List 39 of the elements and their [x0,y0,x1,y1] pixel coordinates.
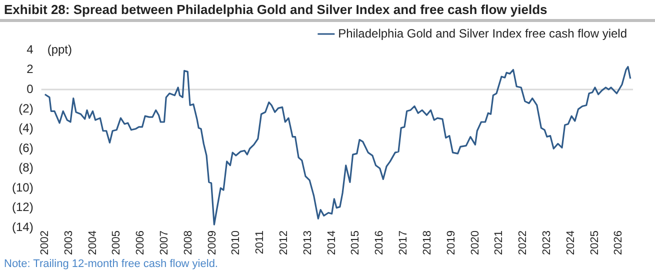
x-tick-label: 2024 [564,230,577,256]
y-tick-label: (4) [18,121,34,136]
x-tick-label: 2023 [540,230,553,256]
legend-label: Philadelphia Gold and Silver Index free cash flow yield [338,26,628,40]
y-tick-label: 4 [26,42,34,56]
x-tick-label: 2013 [302,230,314,256]
x-tick-label: 2002 [38,230,51,256]
y-tick-label: 0 [26,82,34,96]
x-tick-label: 2017 [398,230,410,256]
y-tick-label: (14) [12,220,34,234]
x-tick-label: 2019 [445,230,458,256]
x-tick-label: 2012 [278,230,290,256]
x-tick-label: 2005 [110,230,123,256]
y-tick-label: (8) [18,160,34,175]
x-tick-label: 2003 [62,230,75,256]
x-tick-label: 2022 [517,230,530,256]
x-tick-label: 2007 [158,230,170,256]
x-tick-label: 2009 [206,230,218,256]
x-tick-label: 2010 [230,230,242,256]
x-tick-label: 2006 [134,230,147,256]
x-tick-label: 2018 [421,230,434,256]
y-tick-label: (2) [18,101,34,116]
x-tick-label: 2008 [182,230,194,256]
x-tick-label: 2025 [588,230,601,256]
x-tick-label: 2014 [326,230,338,256]
x-tick-label: 2011 [254,230,266,254]
y-tick-label: (12) [12,200,34,214]
x-tick-label: 2020 [469,230,482,256]
chart-title: Exhibit 28: Spread between Philadelphia Gold and Silver Index and free cash flow yields [0,0,655,22]
x-tick-label: 2021 [493,230,506,256]
y-axis-title: (ppt) [47,42,72,56]
x-tick-label: 2016 [374,230,386,256]
x-tick-label: 2026 [612,230,625,256]
text: Note: Trailing 12-month free cash flow yield. [3,258,219,270]
x-tick-label: 2015 [350,230,362,256]
x-tick-label: 2004 [86,230,99,256]
y-tick-label: 2 [26,62,34,76]
y-tick-label: (6) [18,140,34,155]
y-tick-label: (10) [12,180,34,194]
